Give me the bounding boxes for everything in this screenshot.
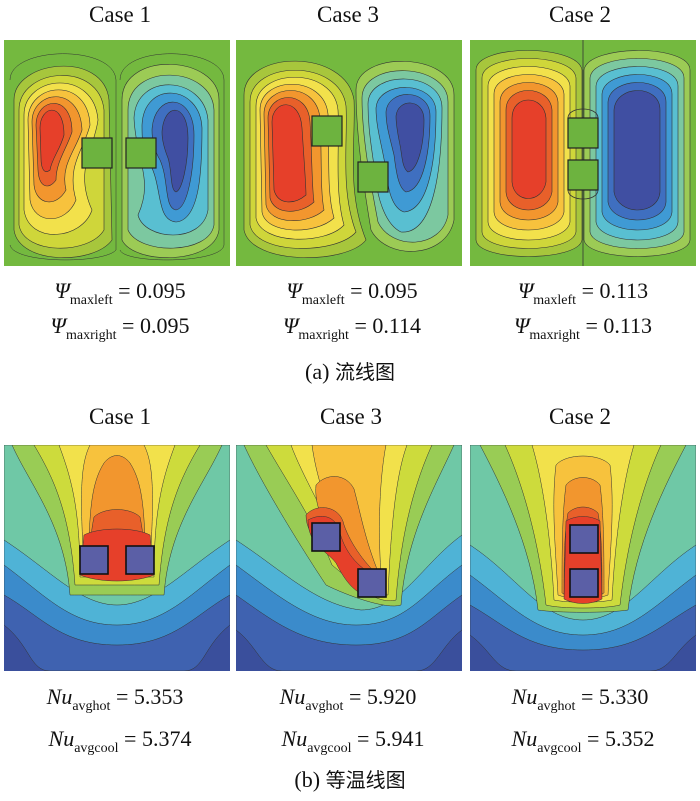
psi-left-case2: Ψmaxleft = 0.113 xyxy=(468,278,698,309)
psi-left-subscript: maxleft xyxy=(69,293,113,308)
nu-hot-case1: Nuavghot = 5.353 xyxy=(0,684,230,715)
psi-symbol: Ψ xyxy=(513,313,530,338)
nu-symbol: Nu xyxy=(279,684,306,709)
nu-symbol: Nu xyxy=(511,726,538,751)
nu-cool-case3: Nuavgcool = 5.941 xyxy=(238,726,468,757)
caption-a-text: 流线图 xyxy=(334,360,395,384)
nu-hot-value: = 5.330 xyxy=(580,684,649,709)
psi-right-subscript: maxright xyxy=(298,328,349,343)
psi-right-subscript: maxright xyxy=(529,328,580,343)
caption-b: (b) 等温线图 xyxy=(0,764,700,793)
nu-hot-case2: Nuavghot = 5.330 xyxy=(465,684,695,715)
nu-symbol: Nu xyxy=(511,684,538,709)
psi-left-value: = 0.095 xyxy=(118,278,186,303)
streamline-plot-case1 xyxy=(4,40,230,266)
psi-right-case1: Ψmaxright = 0.095 xyxy=(5,313,235,344)
case-title-a3: Case 3 xyxy=(317,2,379,27)
nu-hot-case3: Nuavghot = 5.920 xyxy=(233,684,463,715)
isotherm-plot-case3 xyxy=(236,445,462,671)
streamline-plot-case2 xyxy=(470,40,696,266)
caption-a-label: (a) xyxy=(305,359,330,384)
nu-symbol: Nu xyxy=(281,726,308,751)
nu-cool-subscript: avgcool xyxy=(307,741,352,756)
caption-a: (a) 流线图 xyxy=(0,356,700,385)
nu-cool-value: = 5.352 xyxy=(587,726,655,751)
psi-symbol: Ψ xyxy=(50,313,66,338)
psi-right-value: = 0.113 xyxy=(585,313,653,338)
psi-symbol: Ψ xyxy=(54,278,70,303)
nu-symbol: Nu xyxy=(48,726,75,751)
nu-hot-subscript: avghot xyxy=(537,699,576,714)
nu-cool-subscript: avgcool xyxy=(537,741,582,756)
psi-symbol: Ψ xyxy=(282,313,299,338)
nu-cool-case1: Nuavgcool = 5.374 xyxy=(5,726,235,757)
streamline-plot-case3 xyxy=(236,40,462,266)
psi-symbol: Ψ xyxy=(286,278,302,303)
case-title-b3: Case 3 xyxy=(320,404,382,429)
case-title-a2: Case 2 xyxy=(549,2,611,27)
nu-hot-value: = 5.920 xyxy=(348,684,417,709)
psi-right-subscript: maxright xyxy=(66,328,117,343)
isotherm-plot-case2 xyxy=(470,445,696,671)
psi-left-case1: Ψmaxleft = 0.095 xyxy=(5,278,235,309)
caption-b-text: 等温线图 xyxy=(325,768,406,792)
case-title-a1: Case 1 xyxy=(89,2,151,27)
psi-symbol: Ψ xyxy=(517,278,534,303)
psi-left-subscript: maxleft xyxy=(533,293,577,308)
psi-right-value: = 0.114 xyxy=(354,313,422,338)
caption-b-label: (b) xyxy=(294,767,321,792)
isotherm-plot-case1 xyxy=(4,445,230,671)
psi-right-case3: Ψmaxright = 0.114 xyxy=(237,313,467,344)
nu-symbol: Nu xyxy=(46,684,73,709)
psi-left-subscript: maxleft xyxy=(301,293,345,308)
case-title-b1: Case 1 xyxy=(89,404,151,429)
psi-right-case2: Ψmaxright = 0.113 xyxy=(468,313,698,344)
psi-left-value: = 0.095 xyxy=(350,278,418,303)
case-title-b2: Case 2 xyxy=(549,404,611,429)
nu-cool-value: = 5.941 xyxy=(357,726,425,751)
nu-hot-value: = 5.353 xyxy=(115,684,184,709)
nu-cool-value: = 5.374 xyxy=(124,726,192,751)
nu-cool-case2: Nuavgcool = 5.352 xyxy=(468,726,698,757)
psi-right-value: = 0.095 xyxy=(122,313,190,338)
psi-left-case3: Ψmaxleft = 0.095 xyxy=(237,278,467,309)
nu-hot-subscript: avghot xyxy=(305,699,344,714)
psi-left-value: = 0.113 xyxy=(581,278,649,303)
nu-hot-subscript: avghot xyxy=(72,699,111,714)
nu-cool-subscript: avgcool xyxy=(74,741,119,756)
